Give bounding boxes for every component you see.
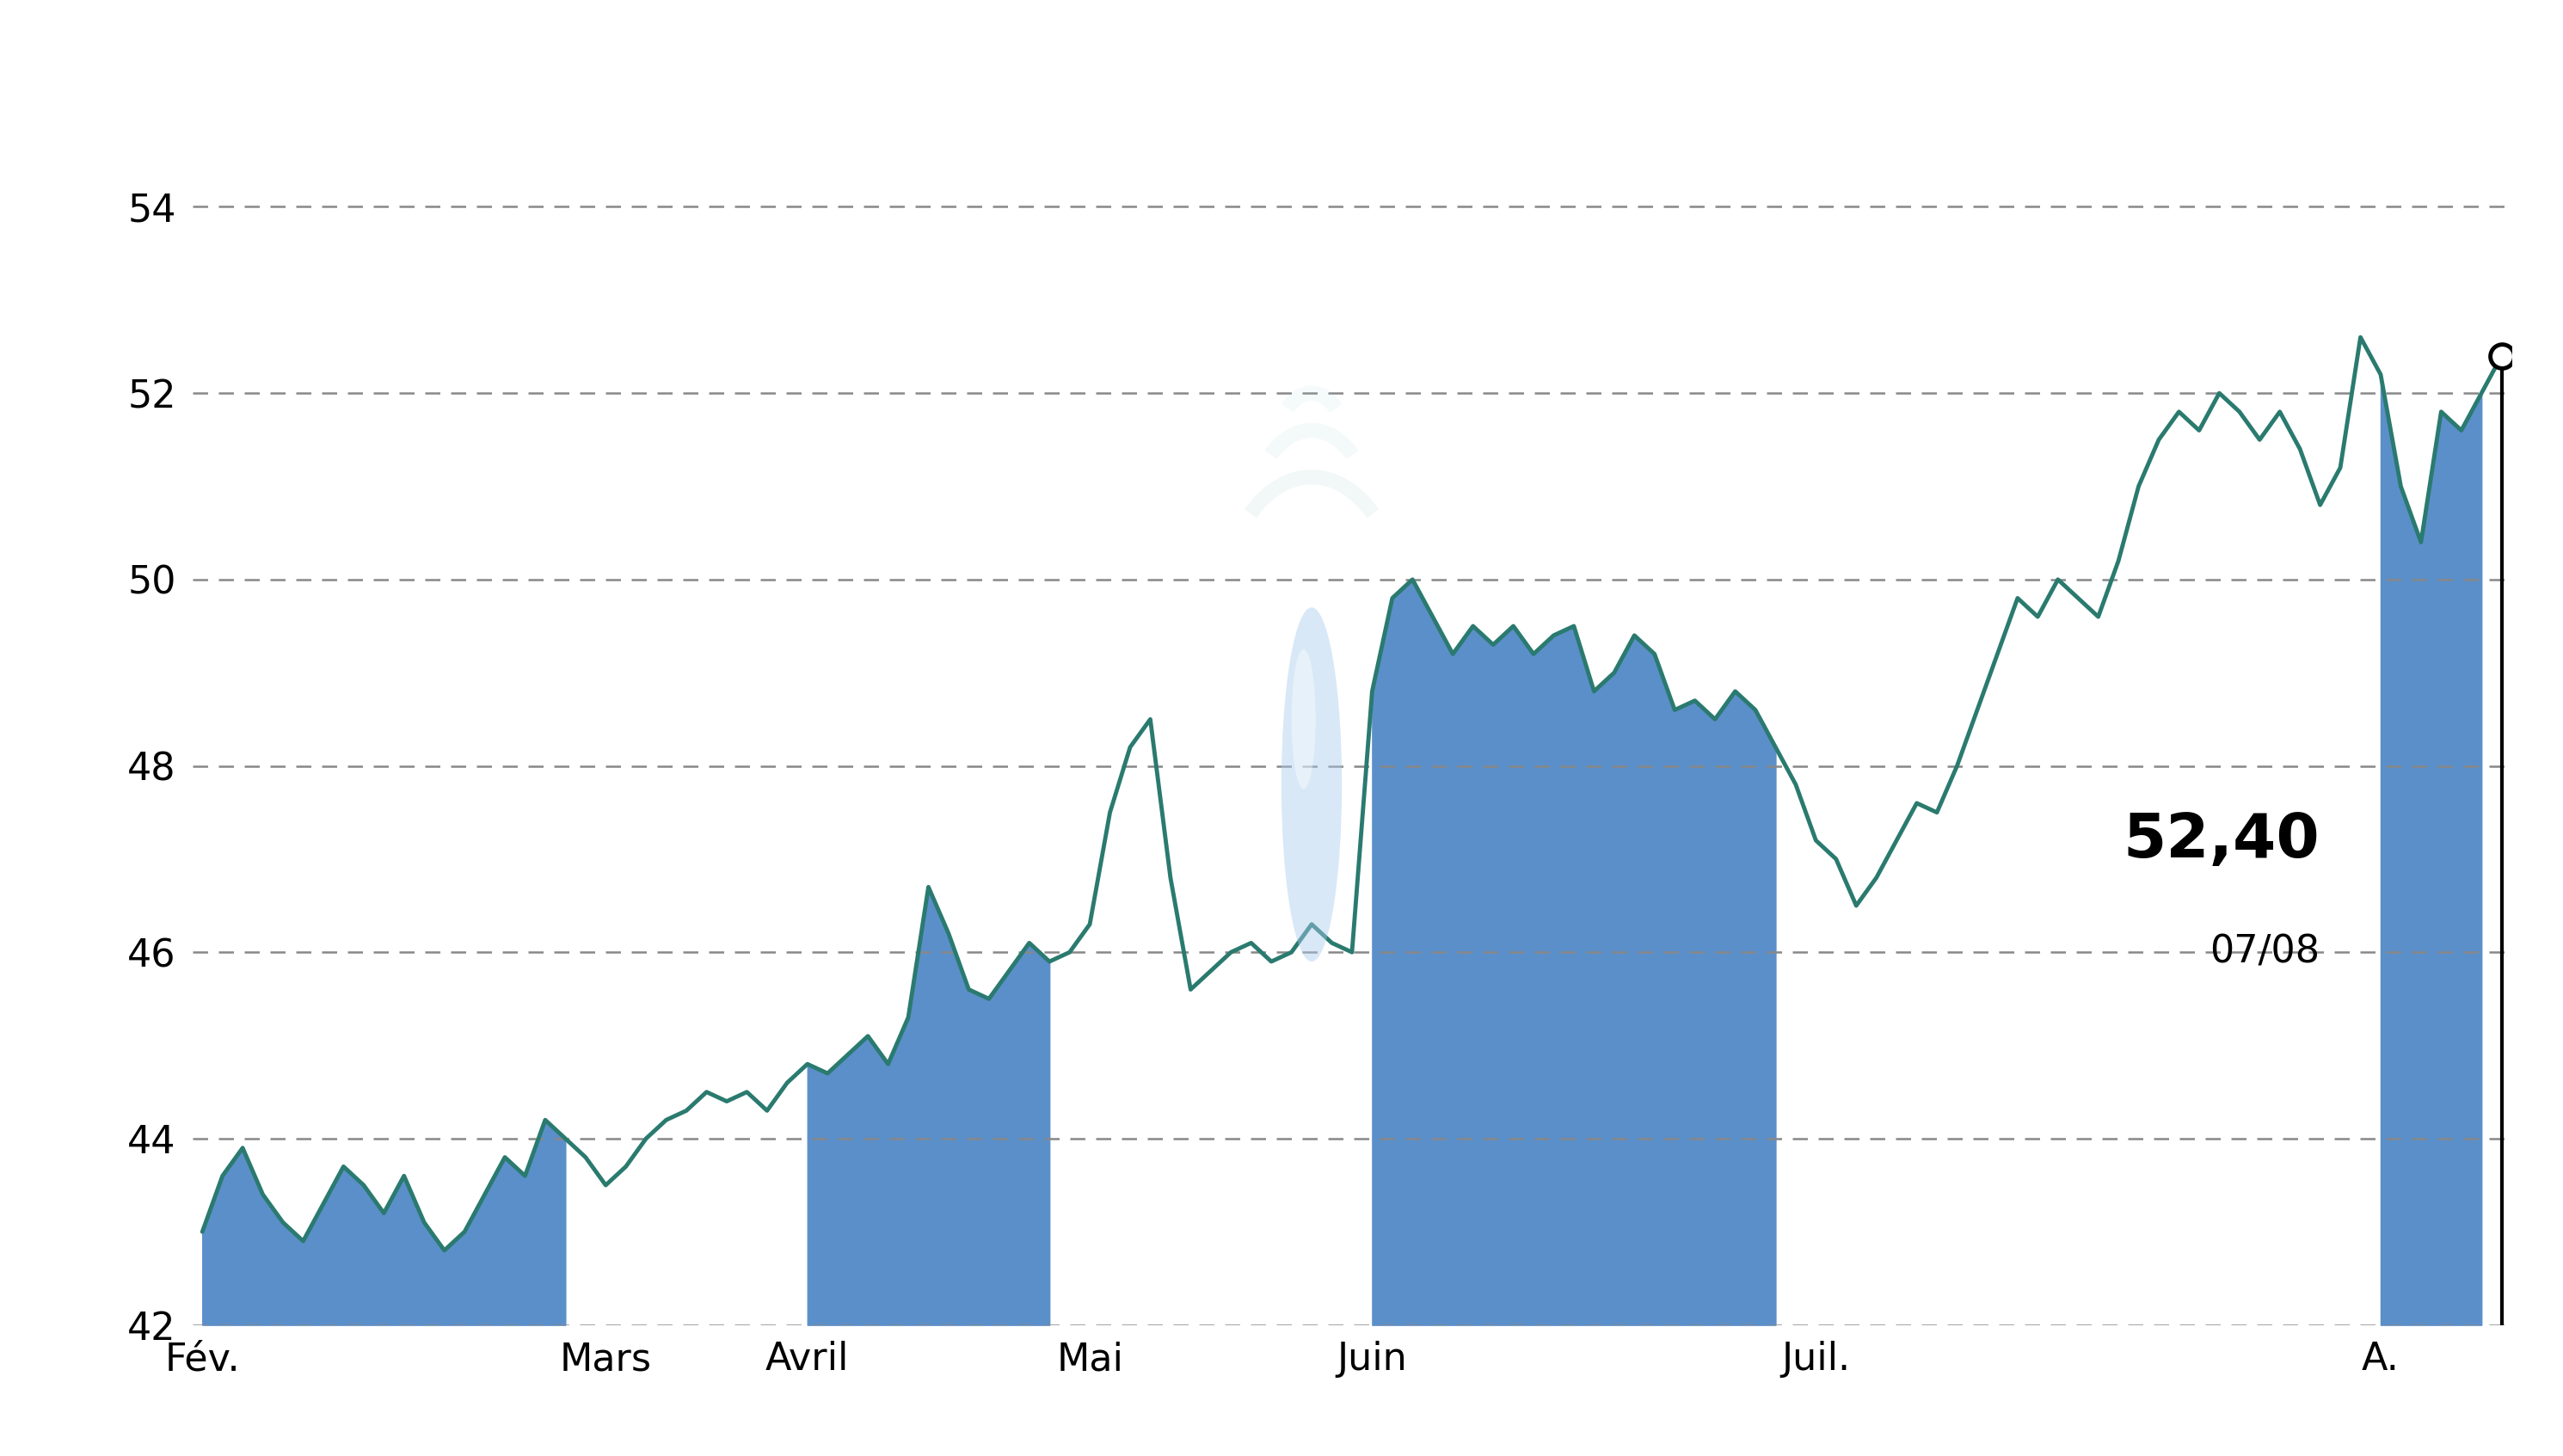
Ellipse shape	[1282, 607, 1343, 961]
Text: 07/08: 07/08	[2209, 933, 2320, 971]
Ellipse shape	[1292, 649, 1315, 789]
Text: SNP Schneider-Neureither & Partner SE: SNP Schneider-Neureither & Partner SE	[238, 38, 2325, 130]
Text: 52,40: 52,40	[2122, 811, 2320, 871]
